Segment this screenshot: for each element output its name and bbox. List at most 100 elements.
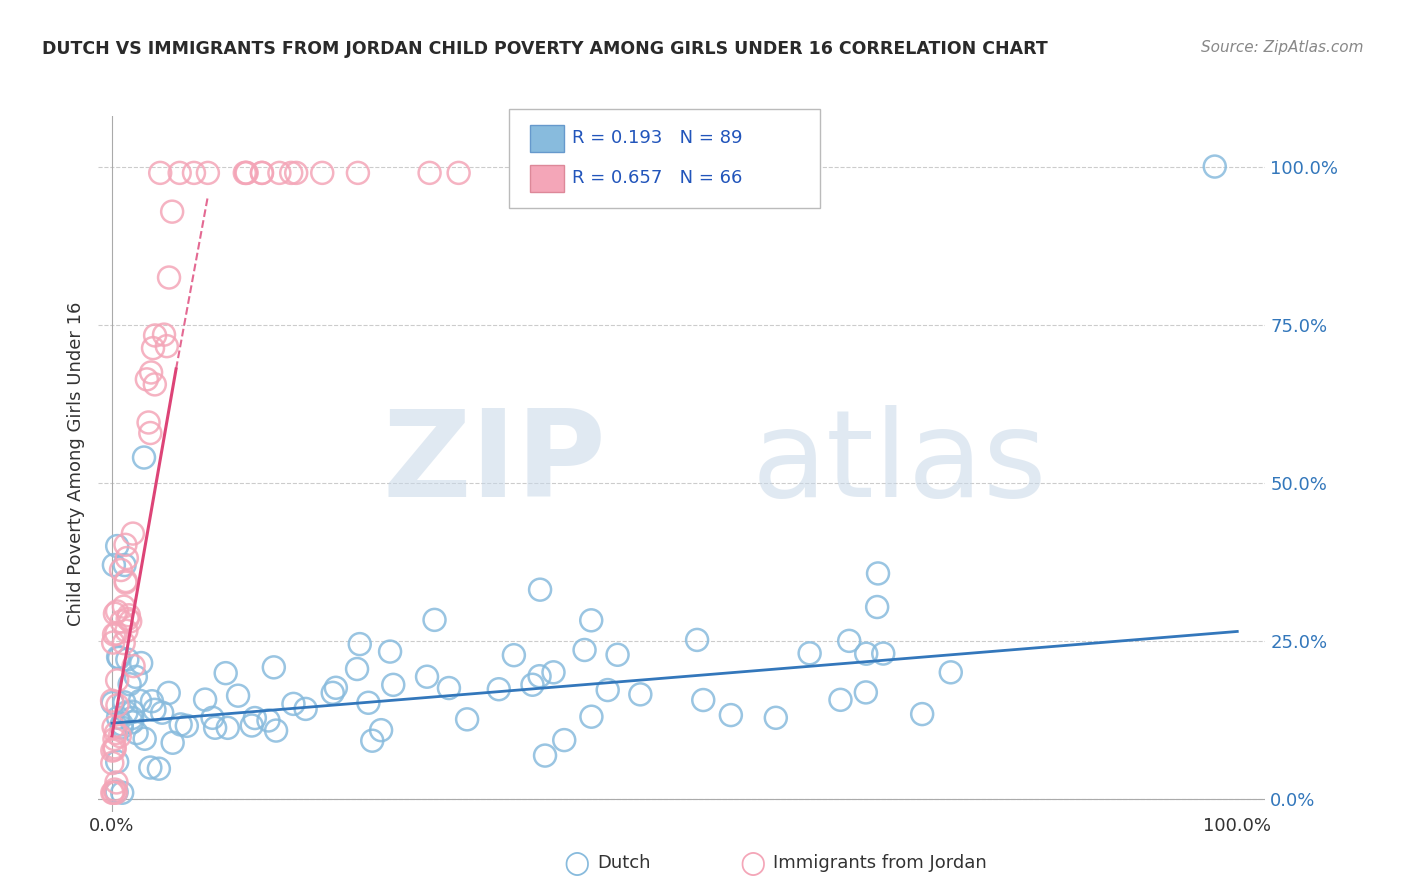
- Point: [101, 786, 124, 800]
- Point: [122, 526, 145, 541]
- Point: [121, 715, 143, 730]
- Point: [115, 551, 138, 566]
- Point: [143, 328, 166, 343]
- Point: [240, 718, 263, 732]
- Point: [257, 714, 280, 728]
- Text: R = 0.193   N = 89: R = 0.193 N = 89: [572, 129, 742, 147]
- Point: [169, 717, 191, 731]
- Point: [911, 707, 934, 722]
- Point: [765, 711, 787, 725]
- Point: [606, 648, 628, 662]
- Point: [114, 574, 136, 588]
- Point: [105, 775, 128, 789]
- Point: [574, 643, 596, 657]
- Point: [101, 635, 124, 649]
- Point: [226, 689, 249, 703]
- Point: [139, 760, 162, 774]
- Point: [702, 166, 724, 180]
- Point: [129, 694, 152, 708]
- Point: [692, 693, 714, 707]
- Point: [361, 733, 384, 747]
- Point: [103, 742, 125, 756]
- Point: [686, 632, 709, 647]
- Point: [269, 166, 291, 180]
- Point: [103, 786, 125, 800]
- Point: [157, 686, 180, 700]
- Point: [122, 659, 145, 673]
- Point: [105, 755, 128, 769]
- Point: [117, 612, 139, 626]
- Point: [108, 651, 131, 665]
- Point: [118, 608, 141, 623]
- Point: [280, 166, 302, 180]
- Point: [866, 566, 889, 581]
- Point: [125, 726, 148, 740]
- Text: R = 0.657   N = 66: R = 0.657 N = 66: [572, 169, 742, 187]
- Point: [370, 723, 392, 738]
- Point: [437, 681, 460, 695]
- Point: [581, 613, 603, 627]
- Point: [103, 558, 125, 572]
- Point: [104, 740, 127, 755]
- Point: [148, 762, 170, 776]
- Point: [799, 646, 821, 660]
- Point: [103, 732, 125, 747]
- Point: [600, 166, 623, 180]
- Point: [720, 708, 742, 723]
- Point: [115, 624, 138, 638]
- Point: [125, 670, 148, 684]
- Point: [194, 692, 217, 706]
- Point: [101, 756, 124, 770]
- Text: DUTCH VS IMMIGRANTS FROM JORDAN CHILD POVERTY AMONG GIRLS UNDER 16 CORRELATION C: DUTCH VS IMMIGRANTS FROM JORDAN CHILD PO…: [42, 40, 1047, 58]
- Point: [235, 166, 257, 180]
- Point: [108, 729, 131, 743]
- Point: [346, 662, 368, 676]
- Point: [157, 270, 180, 285]
- Point: [112, 636, 135, 650]
- Point: [104, 786, 127, 800]
- Point: [103, 720, 125, 734]
- Point: [105, 539, 128, 553]
- Point: [143, 703, 166, 717]
- Point: [197, 166, 219, 180]
- Point: [139, 425, 162, 440]
- Text: Source: ZipAtlas.com: Source: ZipAtlas.com: [1201, 40, 1364, 55]
- Point: [838, 633, 860, 648]
- Point: [112, 599, 135, 614]
- Point: [325, 681, 347, 695]
- Text: ○: ○: [564, 849, 589, 878]
- Point: [456, 712, 478, 726]
- Point: [294, 702, 316, 716]
- Point: [111, 717, 134, 731]
- Point: [595, 166, 617, 180]
- Point: [142, 341, 165, 355]
- Point: [243, 711, 266, 725]
- Point: [121, 705, 143, 719]
- Point: [349, 637, 371, 651]
- Point: [423, 613, 446, 627]
- Point: [215, 666, 238, 681]
- Point: [101, 743, 124, 757]
- Point: [855, 685, 877, 699]
- Point: [382, 678, 405, 692]
- Point: [112, 695, 135, 709]
- Point: [141, 694, 163, 708]
- Text: atlas: atlas: [752, 405, 1047, 523]
- Point: [543, 665, 565, 680]
- Point: [488, 682, 510, 697]
- Point: [169, 166, 191, 180]
- Point: [118, 677, 141, 691]
- Point: [105, 673, 128, 688]
- Point: [110, 563, 132, 577]
- Point: [560, 166, 582, 180]
- Point: [105, 605, 128, 619]
- Point: [117, 652, 139, 666]
- Point: [111, 720, 134, 734]
- Point: [107, 650, 129, 665]
- Point: [104, 782, 127, 797]
- Point: [105, 785, 128, 799]
- Point: [872, 647, 894, 661]
- Point: [263, 660, 285, 674]
- Point: [201, 711, 224, 725]
- Point: [103, 627, 125, 641]
